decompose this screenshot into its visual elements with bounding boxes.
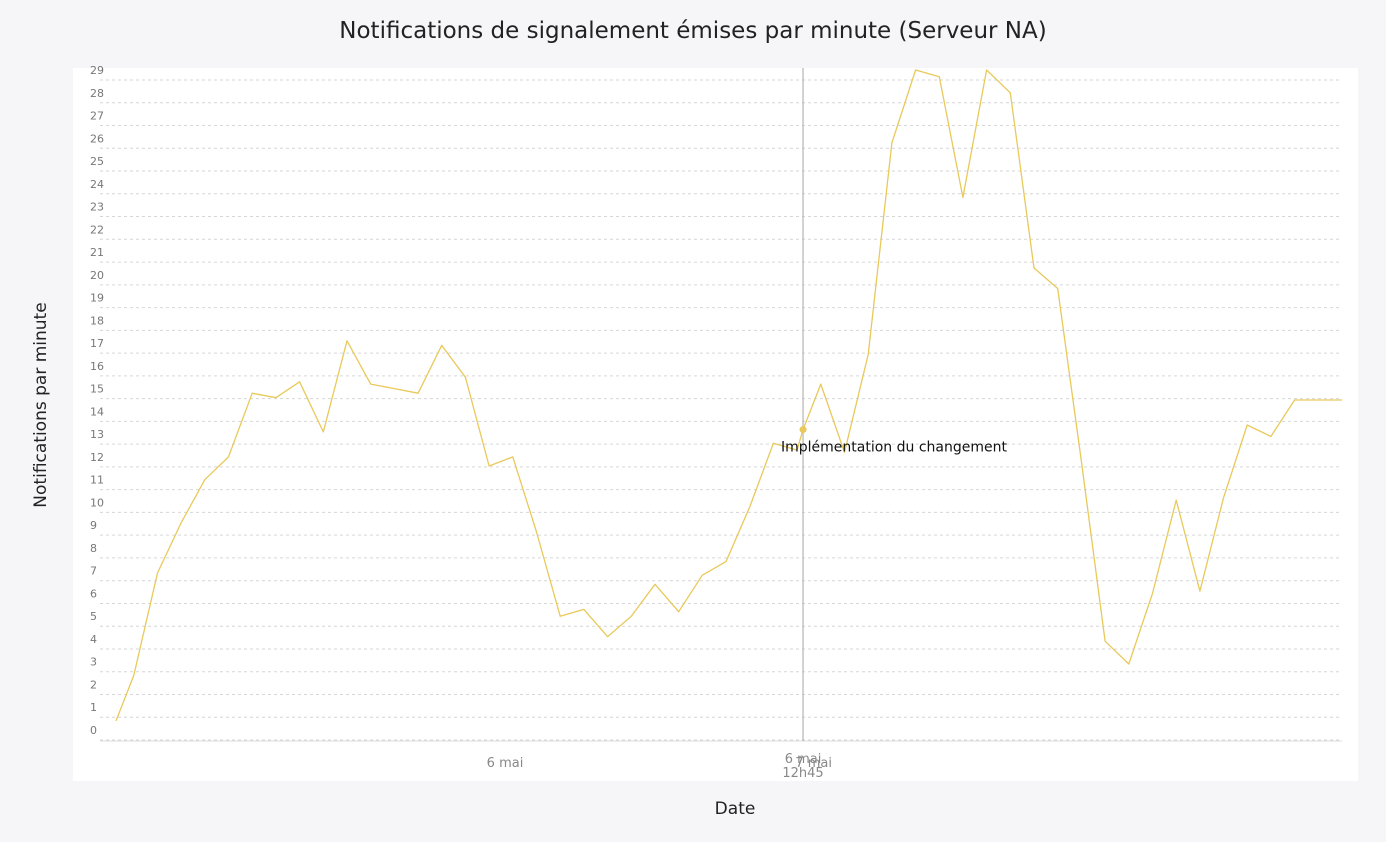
y-tick-label: 15	[90, 383, 104, 396]
gridlines	[100, 79, 1342, 741]
y-tick-label: 19	[90, 292, 104, 305]
y-tick-label: 27	[90, 110, 104, 123]
y-tick-label: 14	[90, 405, 104, 418]
y-tick-label: 18	[90, 314, 104, 327]
y-tick-label: 28	[90, 87, 104, 100]
y-tick-label: 2	[90, 678, 97, 691]
series-line	[115, 69, 1342, 722]
y-tick-label: 1	[90, 701, 97, 714]
y-tick-label: 26	[90, 132, 104, 145]
y-tick-label: 0	[90, 724, 97, 737]
annotation-point	[799, 426, 807, 434]
annotation-label: Implémentation du changement	[781, 440, 1007, 456]
y-axis-ticks: 0123456789101112131415161718192021222324…	[90, 64, 104, 737]
x-axis-label: Date	[714, 799, 756, 819]
x-tick-label: 7 mai	[795, 756, 832, 771]
y-tick-label: 22	[90, 223, 104, 236]
y-tick-label: 11	[90, 474, 104, 487]
y-tick-label: 10	[90, 496, 104, 509]
y-tick-label: 29	[90, 64, 104, 77]
y-tick-label: 13	[90, 428, 104, 441]
y-axis-label: Notifications par minute	[31, 302, 51, 508]
y-tick-label: 6	[90, 587, 97, 600]
y-tick-label: 12	[90, 451, 104, 464]
marker-date-label: 6 mai	[785, 752, 822, 767]
series-line-group	[115, 69, 1342, 722]
y-tick-label: 9	[90, 519, 97, 532]
y-tick-label: 5	[90, 610, 97, 623]
x-tick-label: 6 mai	[487, 756, 524, 771]
y-tick-label: 8	[90, 542, 97, 555]
y-tick-label: 24	[90, 178, 104, 191]
y-tick-label: 21	[90, 246, 104, 259]
plot-area	[73, 68, 1358, 781]
chart-title: Notifications de signalement émises par …	[339, 18, 1047, 44]
y-tick-label: 16	[90, 360, 104, 373]
y-tick-label: 3	[90, 656, 97, 669]
x-axis: 6 mai 7 mai	[100, 740, 1342, 771]
y-tick-label: 4	[90, 633, 97, 646]
y-tick-label: 20	[90, 269, 104, 282]
annotation-group: Implémentation du changement	[781, 426, 1007, 456]
marker-time-label: 12h45	[782, 766, 823, 781]
y-tick-label: 25	[90, 155, 104, 168]
y-tick-label: 23	[90, 201, 104, 214]
y-tick-label: 7	[90, 565, 97, 578]
y-tick-label: 17	[90, 337, 104, 350]
